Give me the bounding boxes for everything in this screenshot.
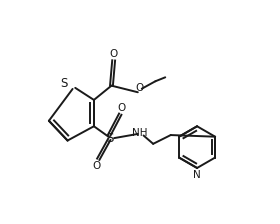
Text: O: O xyxy=(117,103,125,113)
Text: O: O xyxy=(136,83,144,93)
Text: NH: NH xyxy=(132,128,148,138)
Text: O: O xyxy=(109,49,118,59)
Text: N: N xyxy=(193,170,201,180)
Text: S: S xyxy=(60,78,68,90)
Text: S: S xyxy=(106,132,114,145)
Text: O: O xyxy=(92,161,101,171)
